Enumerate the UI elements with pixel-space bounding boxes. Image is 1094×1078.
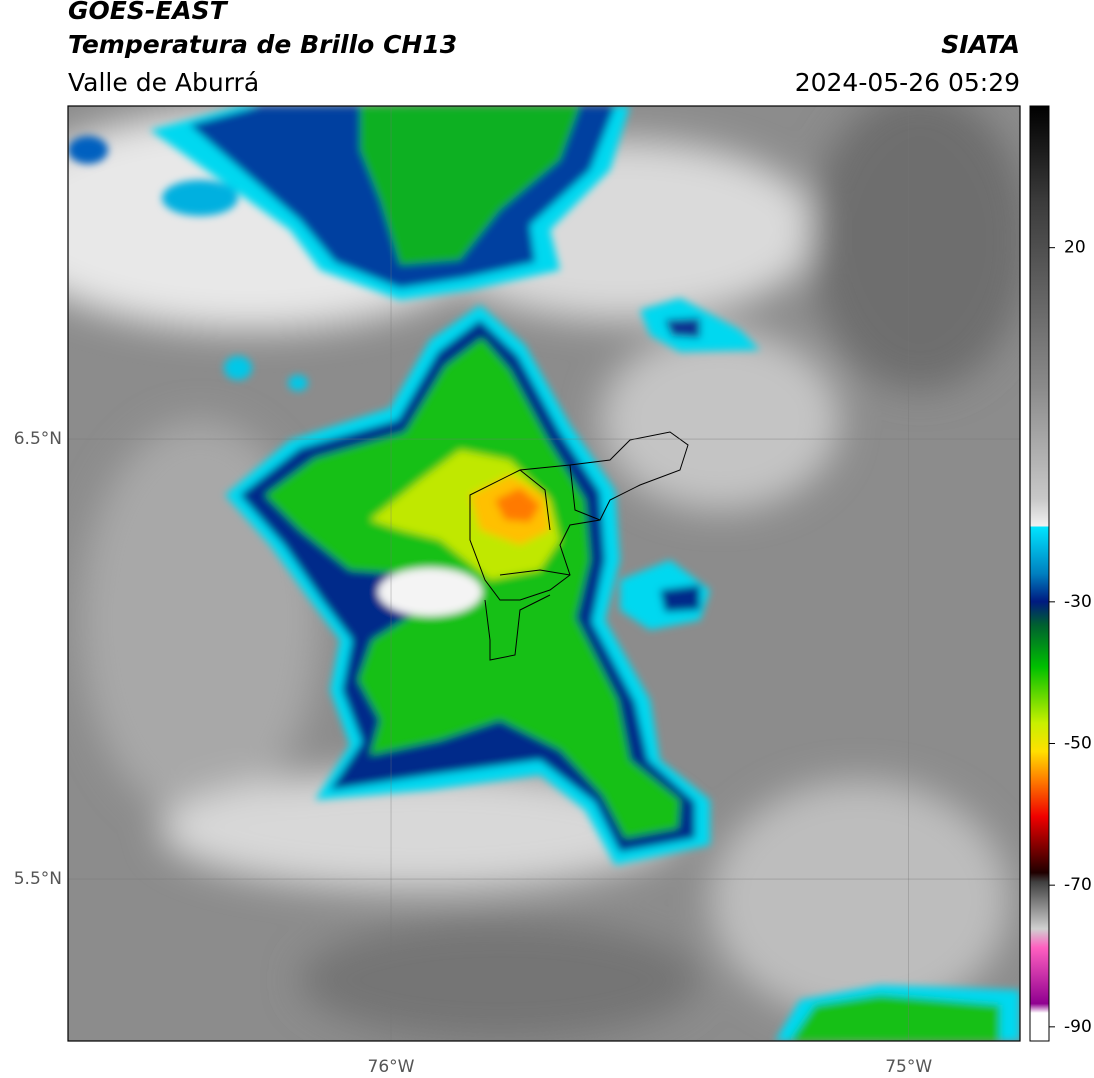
y-tick-label: 5.5°N (14, 869, 62, 889)
datetime: 2024-05-26 05:29 (795, 68, 1020, 97)
x-tick-label: 75°W (885, 1057, 932, 1077)
colorbar-tick-label: 20 (1064, 238, 1086, 258)
colorbar-tick-label: -90 (1064, 1017, 1092, 1037)
x-tick-label: 76°W (368, 1057, 415, 1077)
colorbar-tick-label: -30 (1064, 592, 1092, 612)
y-tick-label: 6.5°N (14, 429, 62, 449)
colorbar (1029, 105, 1050, 1042)
source: SIATA (941, 30, 1020, 59)
municipal-borders (469, 431, 689, 661)
subtitle: Temperatura de Brillo CH13 (68, 30, 457, 59)
title: GOES-EAST (68, 0, 229, 25)
colorbar-tick-label: -70 (1064, 875, 1092, 895)
satellite-image (68, 106, 1020, 1041)
map-frame (67, 105, 1021, 1042)
colorbar-tick-label: -50 (1064, 734, 1092, 754)
region: Valle de Aburrá (68, 68, 259, 97)
